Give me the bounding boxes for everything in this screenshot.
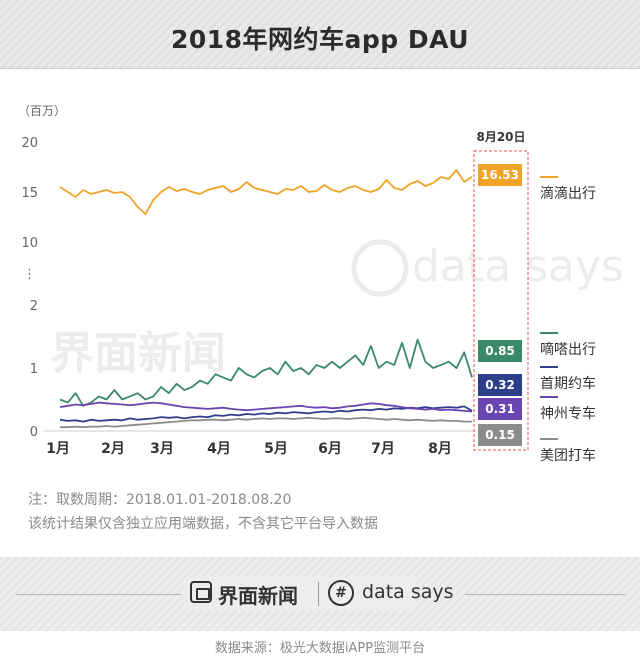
y-axis-unit: （百万） [18,104,66,118]
x-tick-label: 3月 [150,441,174,457]
footer-divider-left [16,594,181,595]
data-says-logo-icon: # [328,580,354,606]
y-tick-label: 20 [21,136,38,151]
y-tick-label: 1 [30,362,38,377]
data-source: 数据来源：极光大数据iAPP监测平台 [214,641,426,656]
value-badge [478,340,522,362]
value-badge-label: 0.31 [485,402,515,416]
brand-separator [318,582,319,606]
value-badge [478,164,522,186]
legend-label: 滴滴出行 [540,185,596,202]
jiemian-logo-icon [190,581,212,603]
x-tick-label: 2月 [101,441,125,457]
x-tick-label: 1月 [46,441,70,457]
value-badge [478,374,522,396]
value-badge [478,424,522,446]
x-tick-label: 8月 [428,441,452,457]
scope-note: 该统计结果仅含独立应用端数据，不含其它平台导入数据 [28,516,378,532]
value-badge-label: 0.15 [485,428,515,442]
period-note: 注：取数周期：2018.01.01-2018.08.20 [28,492,292,508]
brand-name-cn: 界面新闻 [218,584,298,608]
watermark-brand-en: data says [412,241,624,292]
legend-label: 美团打车 [540,447,596,464]
watermark-logo-icon [351,239,409,297]
x-tick-label: 4月 [207,441,231,457]
legend-label: 神州专车 [540,405,596,422]
chart-title: 2018年网约车app DAU [170,25,470,54]
watermark-brand-cn: 界面新闻 [50,328,226,379]
y-tick-label: 10 [21,236,38,251]
legend-label: 嘀嗒出行 [540,341,596,358]
title-bar: 2018年网约车app DAU [0,0,640,69]
brand-box [185,577,415,611]
footer-divider-right [465,594,625,595]
series-line [59,401,473,413]
series-line [59,169,473,215]
dau-line-chart: （百万） 10 15 20 0 1 2 ⋮ 界面新闻 data says 1月 2月 3月 4月 5月 6月 7… [18,104,624,464]
x-tick-label: 7月 [371,441,395,457]
legend-label: 首期约车 [540,375,596,392]
brand-name-en: data says [362,581,454,603]
y-tick-label: 0 [30,425,38,440]
value-badge-label: 0.85 [485,344,515,358]
series-line [60,416,472,429]
axis-break-marker: ⋮ [23,267,36,282]
x-tick-label: 6月 [318,441,342,457]
y-tick-label: 15 [21,186,38,201]
y-tick-label: 2 [30,299,38,314]
series-line [59,338,473,407]
highlight-box [473,150,529,451]
value-badge [478,398,522,420]
value-badge-label: 0.32 [485,378,515,392]
x-tick-label: 5月 [264,441,288,457]
value-badge-label: 16.53 [481,168,519,182]
highlight-date-label: 8月20日 [476,130,525,144]
series-line [59,405,473,423]
